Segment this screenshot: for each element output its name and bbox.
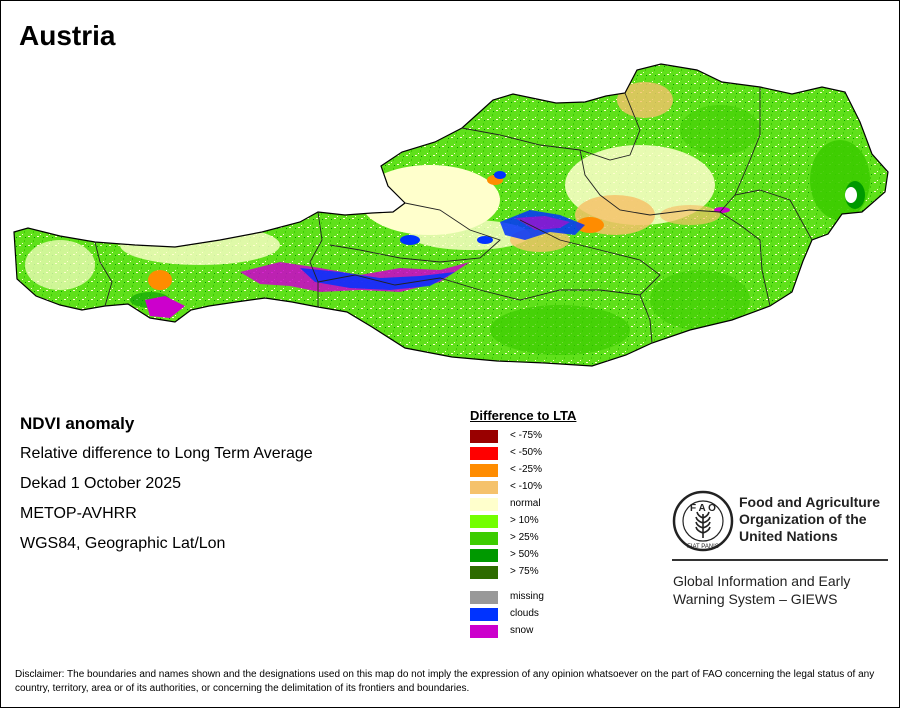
- legend-label: < -75%: [510, 430, 542, 441]
- divider: [672, 559, 888, 561]
- legend-swatch: [470, 566, 498, 579]
- legend-item: normal: [470, 496, 650, 513]
- product-description: Relative difference to Long Term Average: [20, 445, 313, 462]
- fao-name-line: Food and Agriculture: [739, 494, 881, 510]
- giews-name: Global Information and Early Warning Sys…: [673, 572, 850, 608]
- fao-name: Food and Agriculture Organization of the…: [739, 494, 880, 545]
- legend-item: clouds: [470, 606, 650, 623]
- legend-item: > 25%: [470, 530, 650, 547]
- legend-swatch: [470, 447, 498, 460]
- legend-item: > 50%: [470, 547, 650, 564]
- legend-label: snow: [510, 625, 534, 636]
- ndvi-anomaly-map: [13, 63, 889, 367]
- svg-text:F A O: F A O: [690, 503, 716, 514]
- map-info: NDVI anomaly Relative difference to Long…: [20, 413, 313, 563]
- projection-info: WGS84, Geographic Lat/Lon: [20, 535, 226, 552]
- fao-emblem-icon: F A O FIAT PANIS: [672, 490, 734, 552]
- time-period: Dekad 1 October 2025: [20, 475, 181, 492]
- legend-label: > 10%: [510, 515, 539, 526]
- legend-swatch: [470, 608, 498, 621]
- legend-swatch: [470, 549, 498, 562]
- legend: Difference to LTA < -75% < -50% < -25% <…: [470, 408, 650, 640]
- disclaimer: Disclaimer: The boundaries and names sho…: [15, 669, 875, 694]
- legend-swatch: [470, 430, 498, 443]
- legend-label: > 25%: [510, 532, 539, 543]
- fao-name-line: United Nations: [739, 528, 838, 544]
- fao-name-line: Organization of the: [739, 511, 867, 527]
- map-title: Austria: [19, 20, 116, 51]
- legend-item: < -10%: [470, 479, 650, 496]
- legend-item: missing: [470, 589, 650, 606]
- legend-item: < -75%: [470, 428, 650, 445]
- state-boundaries: [94, 87, 813, 344]
- giews-line: Warning System – GIEWS: [673, 591, 838, 607]
- legend-swatch: [470, 481, 498, 494]
- legend-label: clouds: [510, 608, 539, 619]
- legend-swatch: [470, 591, 498, 604]
- legend-label: > 50%: [510, 549, 539, 560]
- fao-giews-logo: F A O FIAT PANIS Food and Agriculture Or…: [670, 488, 890, 618]
- giews-line: Global Information and Early: [673, 573, 851, 589]
- legend-label: normal: [510, 498, 541, 509]
- legend-swatch: [470, 625, 498, 638]
- anomaly-raster: [14, 64, 888, 366]
- legend-label: < -25%: [510, 464, 542, 475]
- legend-item: snow: [470, 623, 650, 640]
- legend-label: missing: [510, 591, 544, 602]
- legend-title: Difference to LTA: [470, 408, 577, 423]
- product-name: NDVI anomaly: [20, 414, 135, 433]
- legend-item: > 10%: [470, 513, 650, 530]
- sensor-name: METOP-AVHRR: [20, 505, 137, 522]
- legend-swatch: [470, 532, 498, 545]
- legend-label: > 75%: [510, 566, 539, 577]
- legend-item: > 75%: [470, 564, 650, 581]
- legend-swatch: [470, 498, 498, 511]
- legend-item: < -50%: [470, 445, 650, 462]
- legend-swatch: [470, 464, 498, 477]
- legend-item: < -25%: [470, 462, 650, 479]
- svg-text:FIAT PANIS: FIAT PANIS: [687, 544, 719, 550]
- legend-label: < -10%: [510, 481, 542, 492]
- legend-swatch: [470, 515, 498, 528]
- legend-label: < -50%: [510, 447, 542, 458]
